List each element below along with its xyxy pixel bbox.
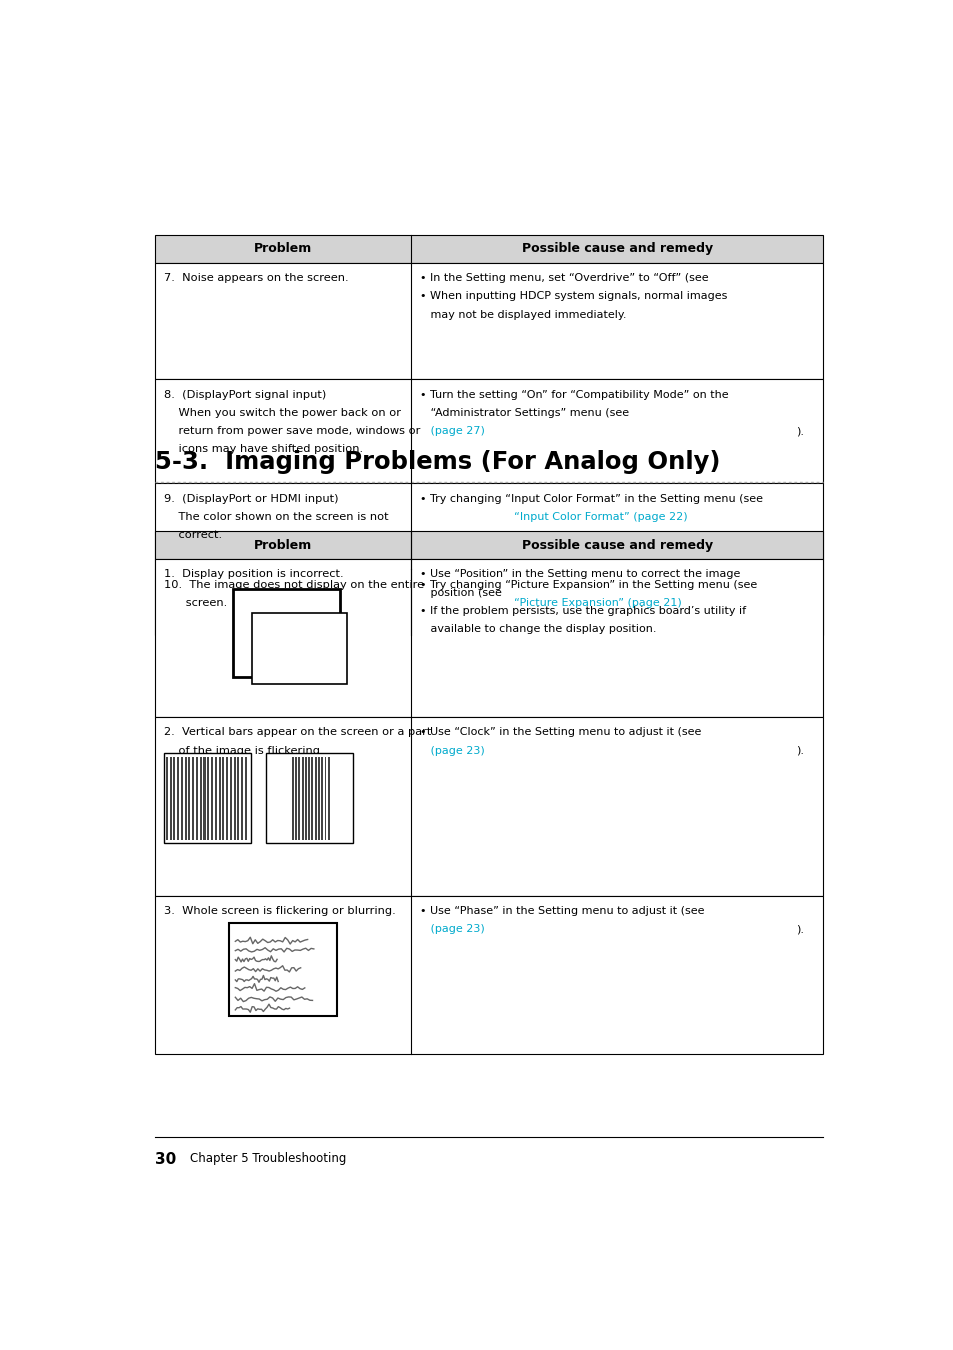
Bar	[237, 756, 239, 840]
Text: 10.  The image does not display on the entire: 10. The image does not display on the en…	[164, 580, 423, 590]
Bar	[218, 756, 220, 840]
Text: (page 27): (page 27)	[419, 427, 484, 436]
Bar	[226, 756, 228, 840]
Bar	[311, 756, 314, 840]
Bar	[185, 756, 187, 840]
Text: available to change the display position.: available to change the display position…	[419, 624, 656, 634]
Bar	[188, 756, 191, 840]
Text: 5-3.  Imaging Problems (For Analog Only): 5-3. Imaging Problems (For Analog Only)	[154, 450, 720, 474]
Text: ).: ).	[796, 745, 803, 756]
Bar	[214, 756, 216, 840]
Bar	[229, 923, 336, 1017]
Text: • When inputting HDCP system signals, normal images: • When inputting HDCP system signals, no…	[419, 292, 727, 301]
Bar	[317, 756, 319, 840]
Bar	[154, 379, 822, 483]
Bar	[195, 756, 198, 840]
Text: return from power save mode, windows or: return from power save mode, windows or	[164, 427, 419, 436]
Text: correct.: correct.	[164, 531, 221, 540]
Bar	[166, 756, 168, 840]
Bar	[211, 756, 213, 840]
Bar	[298, 756, 300, 840]
Text: of the image is flickering.: of the image is flickering.	[164, 745, 323, 756]
Text: Possible cause and remedy: Possible cause and remedy	[521, 539, 712, 552]
Bar	[230, 756, 232, 840]
Bar	[245, 756, 247, 840]
Bar	[154, 531, 822, 559]
Text: • Turn the setting “On” for “Compatibility Mode” on the: • Turn the setting “On” for “Compatibili…	[419, 390, 728, 400]
Text: Problem: Problem	[253, 539, 312, 552]
Text: • Use “Position” in the Setting menu to correct the image: • Use “Position” in the Setting menu to …	[419, 570, 740, 579]
Bar	[154, 559, 822, 717]
Bar	[154, 235, 822, 263]
Bar	[199, 756, 202, 840]
Bar	[314, 756, 316, 840]
Text: “Input Color Format” (page 22): “Input Color Format” (page 22)	[514, 512, 687, 522]
Bar	[154, 717, 822, 896]
Text: • If the problem persists, use the graphics board’s utility if: • If the problem persists, use the graph…	[419, 606, 745, 616]
Text: 3.  Whole screen is flickering or blurring.: 3. Whole screen is flickering or blurrin…	[164, 906, 395, 917]
Text: ).: ).	[796, 427, 803, 436]
Text: • Try changing “Picture Expansion” in the Setting menu (see: • Try changing “Picture Expansion” in th…	[419, 580, 757, 590]
Bar	[233, 589, 340, 678]
Text: ).: ).	[796, 925, 803, 934]
Bar	[324, 756, 326, 840]
Text: 30: 30	[154, 1152, 175, 1166]
Text: • In the Setting menu, set “Overdrive” to “Off” (see: • In the Setting menu, set “Overdrive” t…	[419, 273, 712, 284]
Text: (page 23): (page 23)	[419, 745, 484, 756]
Text: may not be displayed immediately.: may not be displayed immediately.	[419, 309, 626, 320]
Bar	[222, 756, 224, 840]
Bar	[265, 753, 353, 842]
Text: screen.: screen.	[164, 598, 227, 608]
Text: The color shown on the screen is not: The color shown on the screen is not	[164, 512, 388, 522]
Text: • Try changing “Input Color Format” in the Setting menu (see: • Try changing “Input Color Format” in t…	[419, 494, 762, 504]
Bar	[203, 756, 205, 840]
Bar	[154, 263, 822, 379]
Bar	[301, 756, 303, 840]
Bar	[294, 756, 296, 840]
Text: Chapter 5 Troubleshooting: Chapter 5 Troubleshooting	[190, 1152, 346, 1165]
Bar	[177, 756, 179, 840]
Bar	[192, 756, 194, 840]
Text: icons may have shifted position.: icons may have shifted position.	[164, 444, 362, 454]
Text: “Picture Expansion” (page 21): “Picture Expansion” (page 21)	[514, 598, 681, 608]
Text: “Administrator Settings” menu (see: “Administrator Settings” menu (see	[419, 408, 632, 418]
Bar	[292, 756, 294, 840]
Bar	[154, 483, 822, 570]
Bar	[252, 613, 346, 684]
Bar	[181, 756, 183, 840]
Text: 1.  Display position is incorrect.: 1. Display position is incorrect.	[164, 570, 343, 579]
Bar	[173, 756, 175, 840]
Text: position (see: position (see	[419, 587, 505, 598]
Text: Possible cause and remedy: Possible cause and remedy	[521, 242, 712, 255]
Bar	[154, 570, 822, 634]
Bar	[154, 896, 822, 1054]
Bar	[328, 756, 330, 840]
Bar	[305, 756, 307, 840]
Text: • Use “Phase” in the Setting menu to adjust it (see: • Use “Phase” in the Setting menu to adj…	[419, 906, 707, 917]
Text: 8.  (DisplayPort signal input): 8. (DisplayPort signal input)	[164, 390, 326, 400]
Bar	[164, 753, 251, 842]
Text: • Use “Clock” in the Setting menu to adjust it (see: • Use “Clock” in the Setting menu to adj…	[419, 728, 704, 737]
Bar	[170, 756, 172, 840]
Text: When you switch the power back on or: When you switch the power back on or	[164, 408, 400, 418]
Bar	[321, 756, 323, 840]
Text: Problem: Problem	[253, 242, 312, 255]
Text: 2.  Vertical bars appear on the screen or a part: 2. Vertical bars appear on the screen or…	[164, 728, 431, 737]
Text: 7.  Noise appears on the screen.: 7. Noise appears on the screen.	[164, 273, 348, 284]
Bar	[233, 756, 235, 840]
Text: (page 23): (page 23)	[419, 925, 484, 934]
Bar	[207, 756, 209, 840]
Bar	[241, 756, 243, 840]
Text: 9.  (DisplayPort or HDMI input): 9. (DisplayPort or HDMI input)	[164, 494, 337, 504]
Bar	[308, 756, 310, 840]
